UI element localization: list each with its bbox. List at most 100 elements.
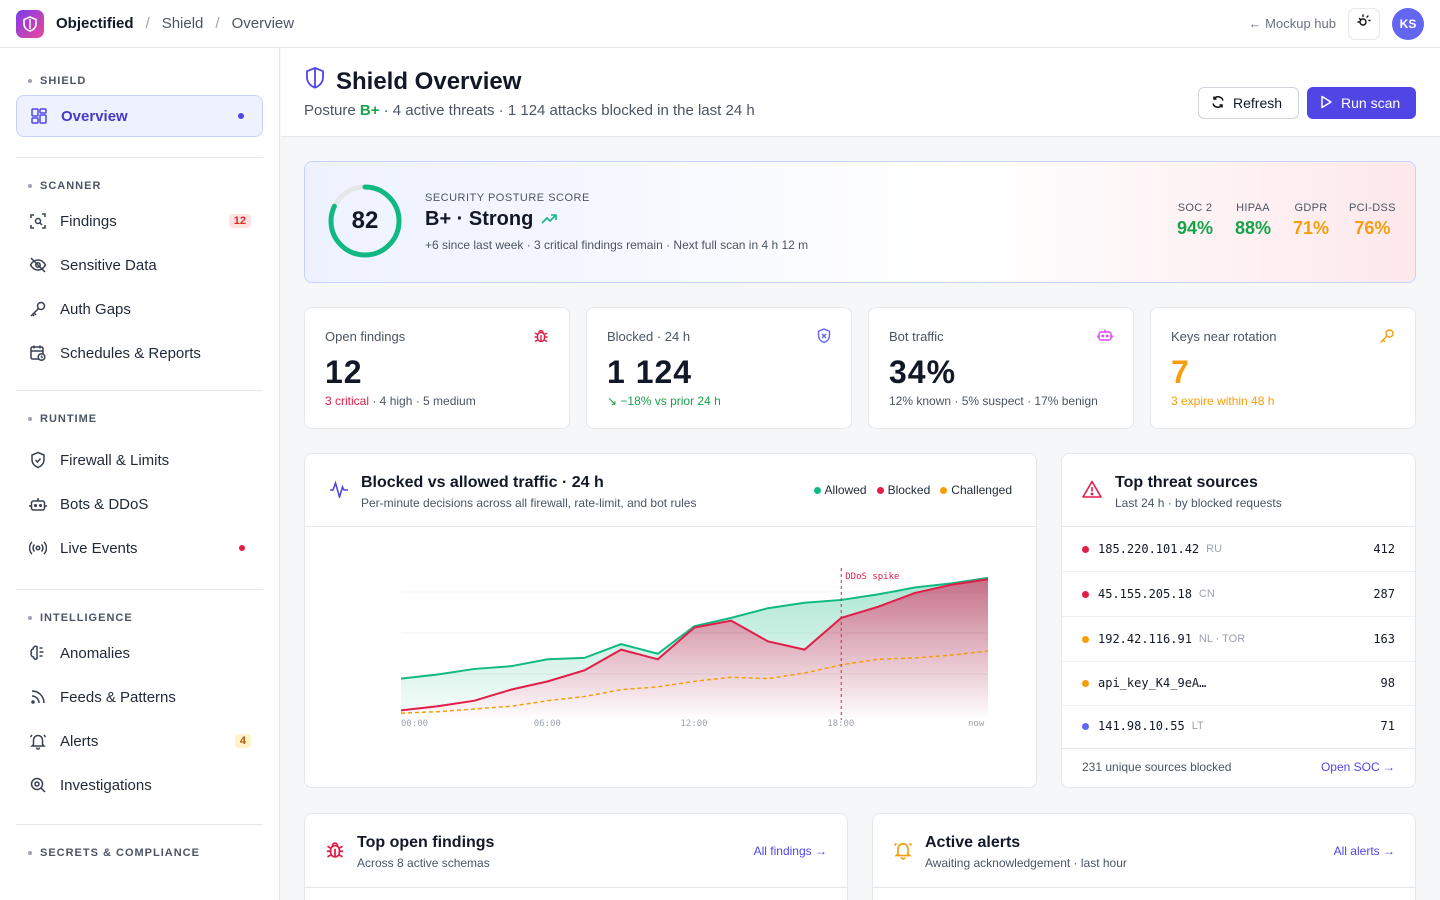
x-tick-label: now — [968, 719, 985, 729]
sidebar-item-auth-gaps[interactable]: Auth Gaps — [16, 288, 263, 330]
kpi-bot-traffic[interactable]: Bot traffic 34% 12% known · 5% suspect ·… — [868, 307, 1134, 429]
active-indicator — [238, 113, 244, 119]
breadcrumb-separator: / — [145, 15, 150, 32]
shield-logo-icon[interactable] — [16, 9, 44, 38]
all-alerts-link[interactable]: All alerts → — [1333, 844, 1395, 858]
bug-icon — [325, 840, 345, 865]
sidebar-item-firewall-limits[interactable]: Firewall & Limits — [16, 439, 263, 481]
divider — [305, 887, 847, 888]
breadcrumb-app[interactable]: Objectified — [56, 15, 134, 32]
brain-icon — [28, 643, 48, 663]
threat-row[interactable]: 185.220.101.42 RU 412 — [1062, 527, 1415, 572]
bell-icon — [28, 731, 48, 751]
trending-up-icon — [533, 208, 558, 231]
sidebar-item-anomalies[interactable]: Anomalies — [16, 632, 263, 674]
sidebar-item-sensitive-data[interactable]: Sensitive Data — [16, 244, 263, 286]
threat-row[interactable]: 141.98.10.55 LT 71 — [1062, 704, 1415, 749]
x-tick-label: 06:00 — [534, 719, 561, 729]
legend-challenged[interactable]: Challenged — [940, 483, 1012, 497]
sidebar-item-live-events[interactable]: Live Events — [16, 527, 263, 569]
divider — [16, 390, 263, 391]
posture-note: +6 since last week · 3 critical findings… — [425, 238, 809, 252]
findings-panel-subtitle: Across 8 active schemas — [357, 856, 490, 870]
sidebar-item-bots-ddos[interactable]: Bots & DDoS — [16, 483, 263, 525]
run-scan-label: Run scan — [1341, 95, 1401, 111]
bug-icon — [533, 328, 549, 349]
chart-title: Blocked vs allowed traffic · 24 h — [361, 474, 604, 491]
shield-check-icon — [28, 450, 48, 470]
mockup-hub-link[interactable]: ← Mockup hub — [1248, 16, 1336, 31]
kpi-open-findings[interactable]: Open findings 12 3 critical · 4 high · 5… — [304, 307, 570, 429]
kpi-keys-rotation[interactable]: Keys near rotation 7 3 expire within 48 … — [1150, 307, 1416, 429]
score-ring: 82 — [327, 183, 403, 259]
compliance-gdpr[interactable]: GDPR 71% — [1293, 202, 1330, 238]
findings-panel-title: Top open findings — [357, 834, 495, 851]
bot-icon — [28, 494, 48, 514]
sidebar-item-feeds-patterns[interactable]: Feeds & Patterns — [16, 676, 263, 718]
sidebar-item-overview[interactable]: Overview — [16, 95, 263, 137]
breadcrumb-shield[interactable]: Shield — [161, 15, 204, 32]
chart-subtitle: Per-minute decisions across all firewall… — [361, 496, 697, 510]
live-indicator — [239, 545, 245, 551]
threat-row[interactable]: 45.155.205.18 CN 287 — [1062, 572, 1415, 617]
sidebar-item-label: Findings — [60, 212, 117, 230]
divider — [16, 824, 263, 825]
sidebar-item-label: Sensitive Data — [60, 256, 157, 274]
kpi-note: 12% known · 5% suspect · 17% benign — [889, 394, 1098, 408]
key-icon — [28, 299, 48, 319]
divider — [16, 589, 263, 590]
sidebar-item-label: Firewall & Limits — [60, 451, 170, 469]
compliance-pci-dss[interactable]: PCI-DSS 76% — [1349, 202, 1396, 238]
sidebar-item-label: Anomalies — [60, 644, 131, 662]
alerts-panel-subtitle: Awaiting acknowledgement · last hour — [925, 856, 1127, 870]
compliance-soc2[interactable]: SOC 2 94% — [1177, 202, 1214, 238]
sidebar-item-label: Investigations — [60, 776, 152, 794]
breadcrumb-separator: / — [215, 15, 220, 32]
card-header: Top threat sources Last 24 h · by blocke… — [1062, 454, 1415, 527]
kpi-blocked[interactable]: Blocked · 24 h 1 124 ↘ −18% vs prior 24 … — [586, 307, 852, 429]
threats-title: Top threat sources — [1115, 474, 1258, 491]
threat-row[interactable]: 192.42.116.91 NL · TOR 163 — [1062, 617, 1415, 662]
kpi-label: Open findings — [325, 329, 406, 344]
threats-subtitle: Last 24 h · by blocked requests — [1115, 496, 1282, 510]
user-avatar[interactable]: KS — [1392, 7, 1424, 40]
section-title-shield: SHIELD — [16, 73, 263, 89]
all-findings-link[interactable]: All findings → — [753, 844, 827, 858]
run-scan-button[interactable]: Run scan — [1307, 87, 1416, 119]
refresh-label: Refresh — [1233, 95, 1283, 111]
series-line-allowed — [400, 576, 989, 680]
posture-score-card: 82 SECURITY POSTURE SCORE B+ · Strong +6… — [304, 161, 1416, 283]
compliance-hipaa[interactable]: HIPAA 88% — [1235, 202, 1272, 238]
traffic-chart-card: Blocked vs allowed traffic · 24 h Per-mi… — [304, 453, 1037, 788]
open-soc-link[interactable]: Open SOC → — [1320, 760, 1395, 774]
legend-allowed[interactable]: Allowed — [813, 483, 867, 497]
section-title-runtime: RUNTIME — [16, 411, 263, 427]
main-content: Shield Overview Posture B+ · 4 active th… — [281, 48, 1440, 900]
sidebar-item-label: Live Events — [60, 539, 138, 557]
page-title: Shield Overview — [304, 66, 521, 97]
threat-row[interactable]: api_key_K4_9eA… 98 — [1062, 661, 1415, 706]
eye-off-icon — [28, 255, 48, 275]
calendar-clock-icon — [28, 343, 48, 363]
sidebar-item-label: Bots & DDoS — [60, 495, 149, 513]
score-value: 82 — [351, 207, 379, 234]
theme-toggle-button[interactable] — [1348, 7, 1380, 40]
layout-grid-icon — [29, 106, 49, 126]
section-title-intelligence: INTELLIGENCE — [16, 610, 263, 626]
legend-blocked[interactable]: Blocked — [876, 483, 930, 497]
sidebar-item-findings[interactable]: Findings 12 — [16, 200, 263, 242]
divider — [16, 157, 263, 158]
sidebar-item-schedules-reports[interactable]: Schedules & Reports — [16, 332, 263, 374]
page-subtitle: Posture B+ · 4 active threats · 1 124 at… — [304, 102, 755, 119]
breadcrumb: Objectified / Shield / Overview — [56, 15, 294, 32]
series-line-blocked — [400, 578, 989, 712]
refresh-button[interactable]: Refresh — [1198, 87, 1299, 119]
kpi-note: ↘ −18% vs prior 24 h — [607, 394, 721, 408]
kpi-value: 7 — [1171, 354, 1190, 390]
section-title-secrets-compliance: SECRETS & COMPLIANCE — [16, 845, 263, 861]
sidebar-item-alerts[interactable]: Alerts 4 — [16, 720, 263, 762]
kpi-label: Blocked · 24 h — [607, 329, 691, 344]
posture-grade-text: B+ · Strong — [425, 208, 558, 231]
sidebar-item-investigations[interactable]: Investigations — [16, 764, 263, 806]
x-tick-label: 00:00 — [401, 719, 428, 729]
